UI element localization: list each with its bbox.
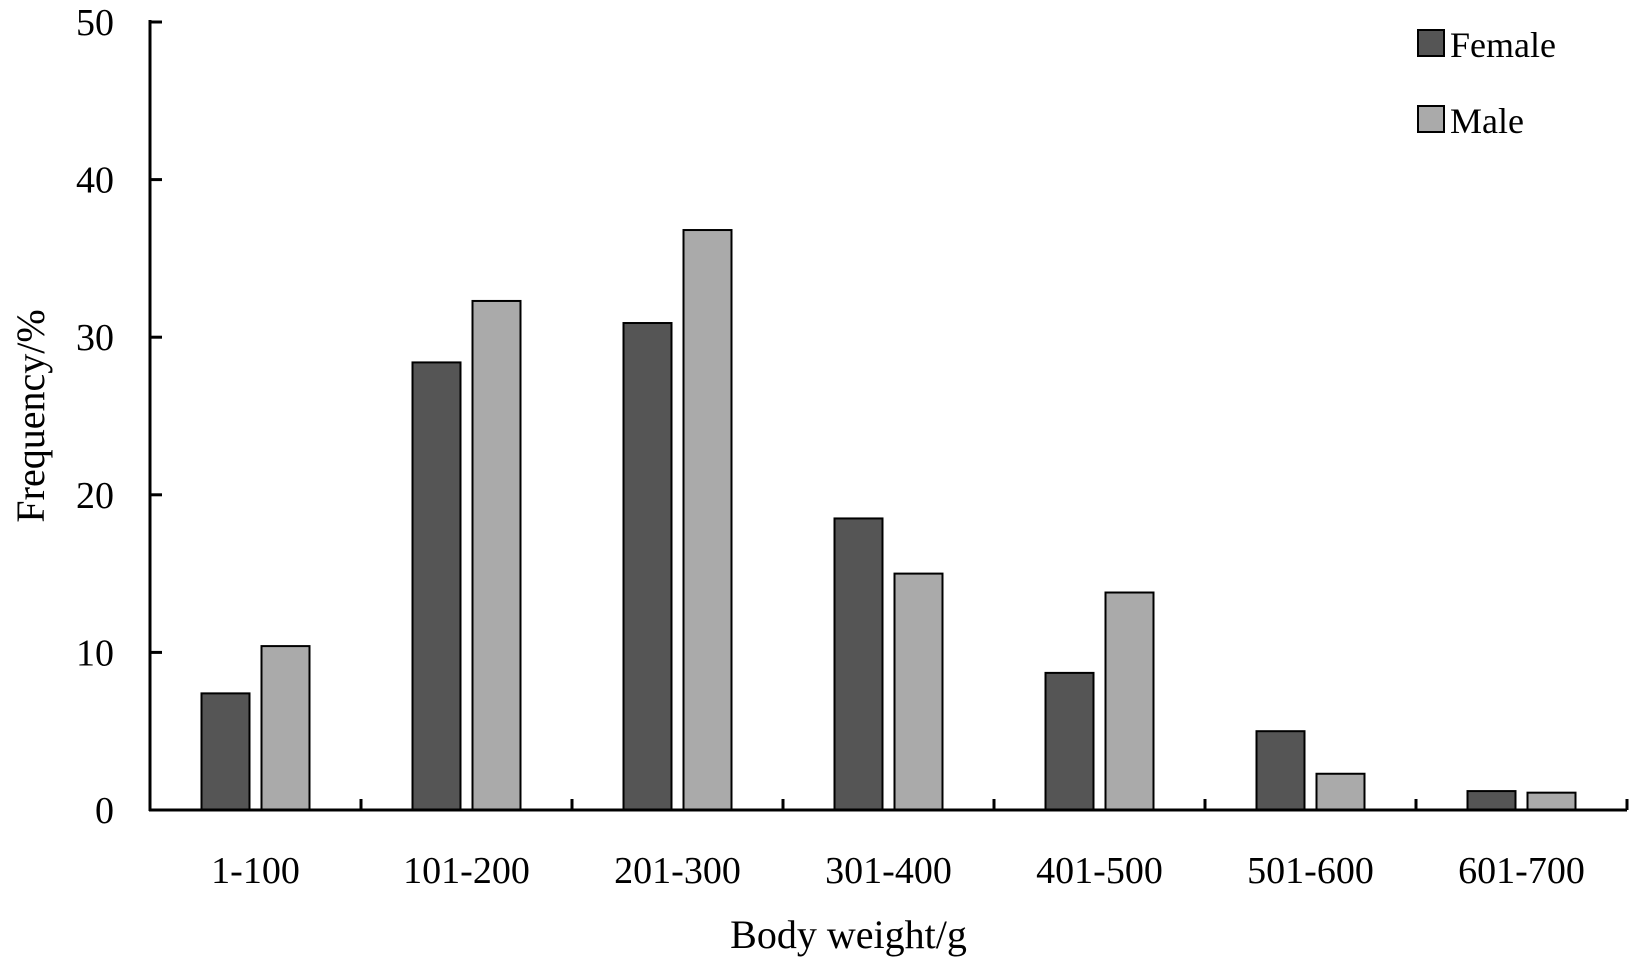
bar-male-301-400 [893,572,944,811]
bar-female-601-700 [1466,790,1517,812]
bar-male-601-700 [1526,791,1577,812]
x-tick-label: 301-400 [825,850,952,892]
x-tick-label: 101-200 [403,850,530,892]
y-axis-title: Frequency/% [8,309,53,522]
bar-male-401-500 [1104,591,1155,812]
x-axis-title: Body weight/g [730,912,967,957]
x-tick-label: 201-300 [614,850,741,892]
legend-label-female: Female [1450,25,1556,65]
axes: 0 10 20 30 40 50 1-100 101-200 201-300 301-400 401… [76,2,1629,892]
y-tick-label: 20 [76,475,114,517]
y-tick-label: 50 [76,2,114,44]
legend: Female Male [1417,25,1556,141]
x-tick-label: 601-700 [1458,850,1585,892]
x-tick-label: 501-600 [1247,850,1374,892]
x-tick-label: 1-100 [211,850,300,892]
legend-swatch-male [1417,105,1445,133]
bar-female-201-300 [622,322,673,811]
bar-female-301-400 [833,517,884,811]
bar-male-1-100 [260,645,311,812]
x-tick-label: 401-500 [1036,850,1163,892]
plot-area [200,229,1577,812]
y-tick-label: 0 [95,790,114,832]
bar-female-1-100 [200,692,251,811]
legend-swatch-female [1417,29,1445,57]
bar-female-501-600 [1255,730,1306,812]
legend-label-male: Male [1450,101,1524,141]
bar-female-401-500 [1044,671,1095,811]
bar-male-101-200 [471,299,522,811]
bar-female-101-200 [411,361,462,811]
bar-male-201-300 [682,229,733,812]
bar-male-501-600 [1315,772,1366,812]
y-tick-label: 40 [76,160,114,202]
y-tick-label: 10 [76,632,114,674]
y-tick-label: 30 [76,317,114,359]
